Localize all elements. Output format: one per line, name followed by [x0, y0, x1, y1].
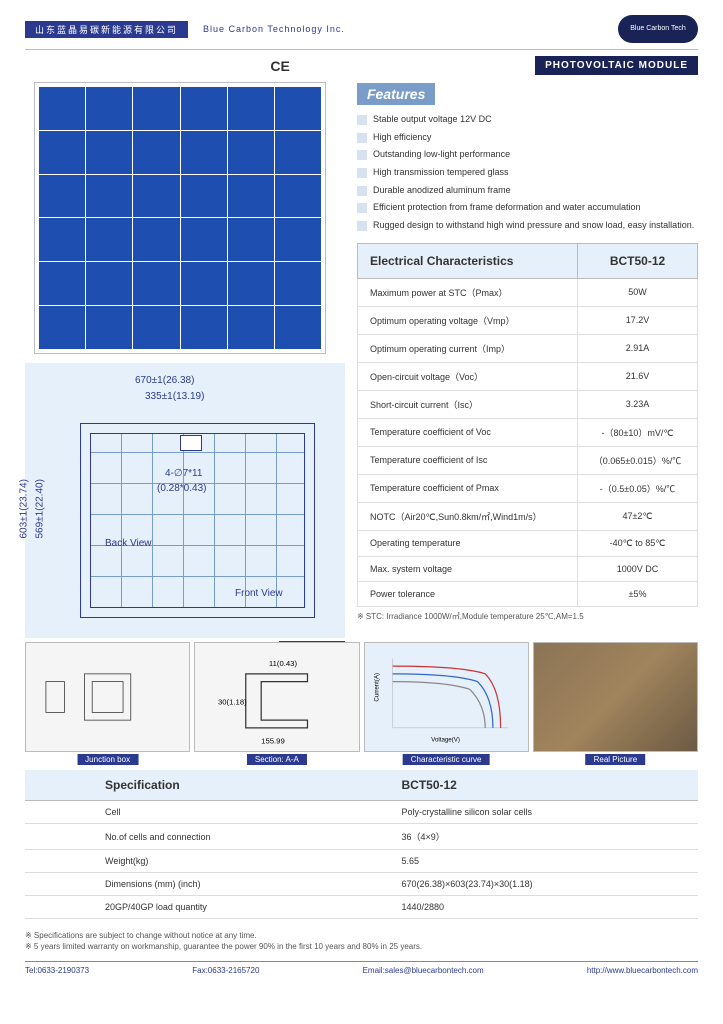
features-title: Features	[357, 83, 435, 105]
thumb-section-label: Section: A-A	[247, 754, 307, 765]
table-row: Power tolerance±5%	[358, 581, 698, 606]
module-badge: PHOTOVOLTAIC MODULE	[535, 56, 698, 75]
table-row: Optimum operating voltage（Vmp）17.2V	[358, 306, 698, 334]
table-row: Maximum power at STC（Pmax）50W	[358, 278, 698, 306]
thumb-jbox-label: Junction box	[77, 754, 138, 765]
table-row: NOTC（Air20℃,Sun0.8km/㎡,Wind1m/s）47±2℃	[358, 502, 698, 530]
company-en: Blue Carbon Technology Inc.	[203, 24, 345, 34]
bullet-icon	[357, 221, 367, 231]
spec-model: BCT50-12	[362, 770, 699, 801]
bullet-icon	[357, 168, 367, 178]
features-list: Stable output voltage 12V DCHigh efficie…	[357, 111, 698, 235]
solar-panel-image	[35, 83, 325, 353]
spec-table: Specification BCT50-12 CellPoly-crystall…	[25, 770, 698, 919]
feature-item: Efficient protection from frame deformat…	[357, 199, 698, 217]
bullet-icon	[357, 186, 367, 196]
thumb-real: Real Picture	[533, 642, 698, 752]
spec-header: Specification	[25, 770, 362, 801]
feature-item: High efficiency	[357, 129, 698, 147]
dimension-diagram: 670±1(26.38) 335±1(13.19) 603±1(23.74) 5…	[25, 363, 345, 638]
feature-item: Stable output voltage 12V DC	[357, 111, 698, 129]
svg-text:Voltage(V): Voltage(V)	[431, 737, 460, 744]
table-row: No.of cells and connection36（4×9）	[25, 824, 698, 850]
thumbnails: Junction box 11(0.43)30(1.18)155.99 Sect…	[25, 642, 698, 752]
table-row: Optimum operating current（Imp）2.91A	[358, 334, 698, 362]
ec-header: Electrical Characteristics	[358, 243, 578, 278]
table-row: Temperature coefficient of Isc（0.065±0.0…	[358, 446, 698, 474]
thumb-section: 11(0.43)30(1.18)155.99 Section: A-A	[194, 642, 359, 752]
footer-tel: Tel:0633-2190373	[25, 966, 89, 975]
company-cn: 山东蓝晶易碳新能源有限公司	[25, 21, 188, 38]
section-dim-h1: 11(0.43)	[269, 659, 298, 668]
table-row: Temperature coefficient of Voc-（80±10）mV…	[358, 418, 698, 446]
footnote: ※ Specifications are subject to change w…	[25, 931, 698, 940]
page-header: 山东蓝晶易碳新能源有限公司 Blue Carbon Technology Inc…	[25, 15, 698, 43]
feature-item: Durable anodized aluminum frame	[357, 182, 698, 200]
bullet-icon	[357, 150, 367, 160]
thumb-curve: Voltage(V)Current(A) Characteristic curv…	[364, 642, 529, 752]
company-logo: Blue Carbon Tech	[618, 15, 698, 43]
thumb-real-label: Real Picture	[586, 754, 646, 765]
dim-left1: 603±1(23.74)	[19, 479, 30, 538]
dim-top1: 670±1(26.38)	[135, 375, 194, 386]
thumb-curve-label: Characteristic curve	[403, 754, 490, 765]
footnotes: ※ Specifications are subject to change w…	[25, 931, 698, 951]
footnote: ※ 5 years limited warranty on workmanshi…	[25, 942, 698, 951]
bullet-icon	[357, 203, 367, 213]
back-view-label: Back View	[105, 538, 152, 549]
table-row: Operating temperature-40℃ to 85℃	[358, 530, 698, 556]
dim-mid2: (0.28*0.43)	[157, 483, 206, 494]
dim-mid1: 4-∅7*11	[165, 468, 202, 479]
feature-item: Outstanding low-light performance	[357, 146, 698, 164]
divider	[25, 49, 698, 50]
table-row: 20GP/40GP load quantity1440/2880	[25, 896, 698, 919]
svg-text:30(1.18): 30(1.18)	[218, 698, 247, 707]
electrical-table: Electrical Characteristics BCT50-12 Maxi…	[357, 243, 698, 607]
table-row: Dimensions (mm) (inch)670(26.38)×603(23.…	[25, 873, 698, 896]
ce-mark: CE	[25, 58, 535, 74]
dim-top2: 335±1(13.19)	[145, 391, 204, 402]
front-view-label: Front View	[235, 588, 283, 599]
bullet-icon	[357, 133, 367, 143]
footer-web: http://www.bluecarbontech.com	[587, 966, 698, 975]
table-row: Open-circuit voltage（Voc）21.6V	[358, 362, 698, 390]
svg-text:Current(A): Current(A)	[373, 673, 380, 702]
footer-email: Email:sales@bluecarbontech.com	[363, 966, 484, 975]
table-row: Short-circuit current（Isc）3.23A	[358, 390, 698, 418]
footer-fax: Fax:0633-2165720	[192, 966, 259, 975]
dim-left2: 569±1(22.40)	[35, 479, 46, 538]
bullet-icon	[357, 115, 367, 125]
table-row: CellPoly-crystalline silicon solar cells	[25, 801, 698, 824]
table-row: Weight(kg)5.65	[25, 850, 698, 873]
ec-model: BCT50-12	[578, 243, 698, 278]
footer: Tel:0633-2190373 Fax:0633-2165720 Email:…	[25, 961, 698, 975]
feature-item: High transmission tempered glass	[357, 164, 698, 182]
thumb-jbox: Junction box	[25, 642, 190, 752]
table-row: Max. system voltage1000V DC	[358, 556, 698, 581]
jbox-icon	[180, 435, 202, 451]
table-row: Temperature coefficient of Pmax-（0.5±0.0…	[358, 474, 698, 502]
feature-item: Rugged design to withstand high wind pre…	[357, 217, 698, 235]
svg-text:155.99: 155.99	[261, 736, 285, 745]
stc-note: ※ STC: Irradiance 1000W/㎡,Module tempera…	[357, 611, 698, 622]
